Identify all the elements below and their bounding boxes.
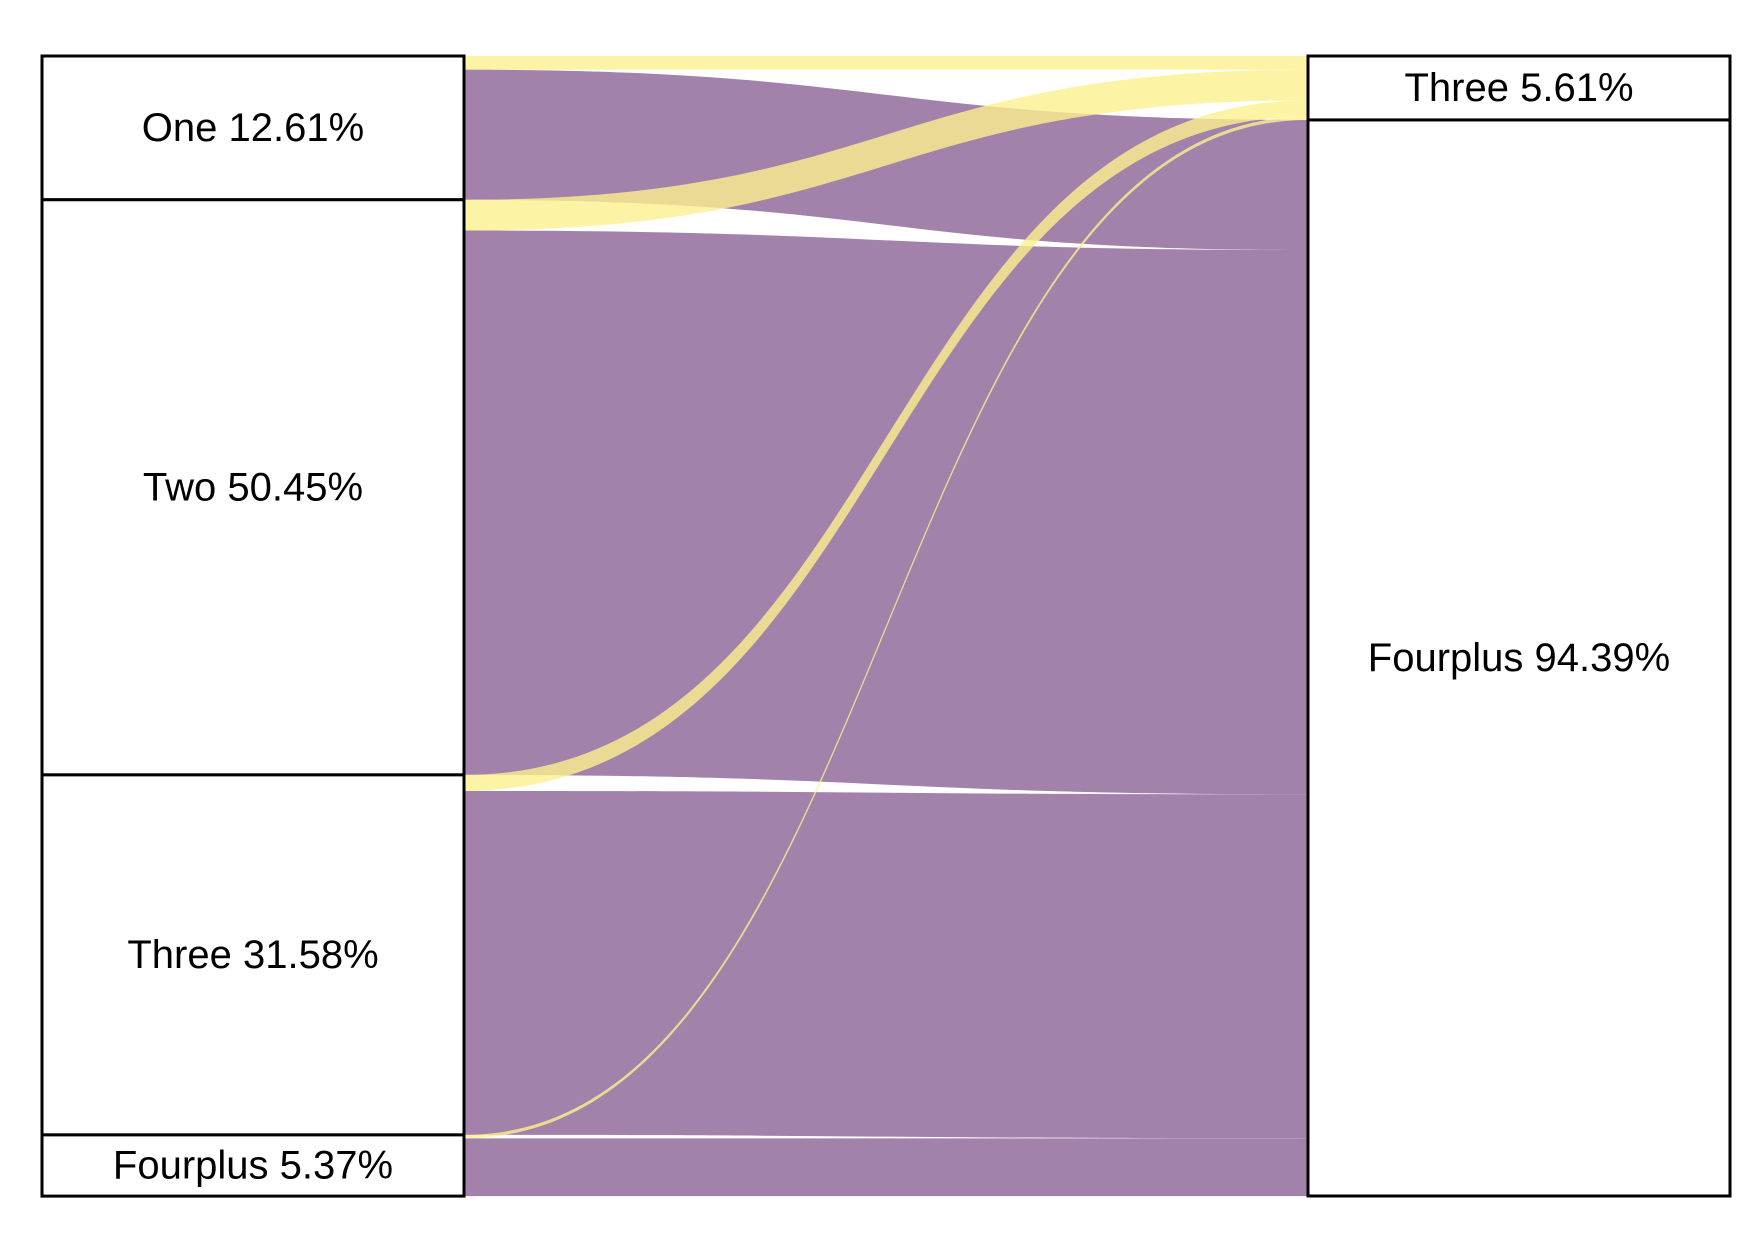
left-node-label-two: Two 50.45%: [143, 465, 363, 509]
left-node-fourplus: [40, 1133, 466, 1198]
right-node-label-fourplus: Fourplus 94.39%: [1368, 636, 1670, 680]
flow-three-to-three: [464, 100, 1308, 791]
right-node-label-three: Three 5.61%: [1404, 66, 1633, 110]
right-node-three: [1306, 54, 1732, 122]
flow-two-to-fourplus: [464, 230, 1308, 795]
left-node-label-one: One 12.61%: [142, 106, 364, 150]
left-node-three: [40, 773, 466, 1137]
flow-one-to-three: [464, 56, 1308, 70]
left-node-one: [40, 54, 466, 202]
left-node-label-three: Three 31.58%: [127, 933, 378, 977]
left-node-two: [40, 198, 466, 777]
left-node-label-fourplus: Fourplus 5.37%: [113, 1144, 393, 1188]
right-node-fourplus: [1306, 118, 1732, 1198]
flow-layer: [464, 56, 1308, 1197]
flow-fourplus-to-fourplus: [464, 1138, 1308, 1197]
node-layer: One 12.61% Two 50.45% Three 31.58% Fourplus…: [40, 54, 1732, 1198]
flow-three-to-fourplus: [464, 790, 1308, 1139]
flow-two-to-three: [464, 69, 1308, 231]
flow-fourplus-to-three: [464, 116, 1308, 1139]
